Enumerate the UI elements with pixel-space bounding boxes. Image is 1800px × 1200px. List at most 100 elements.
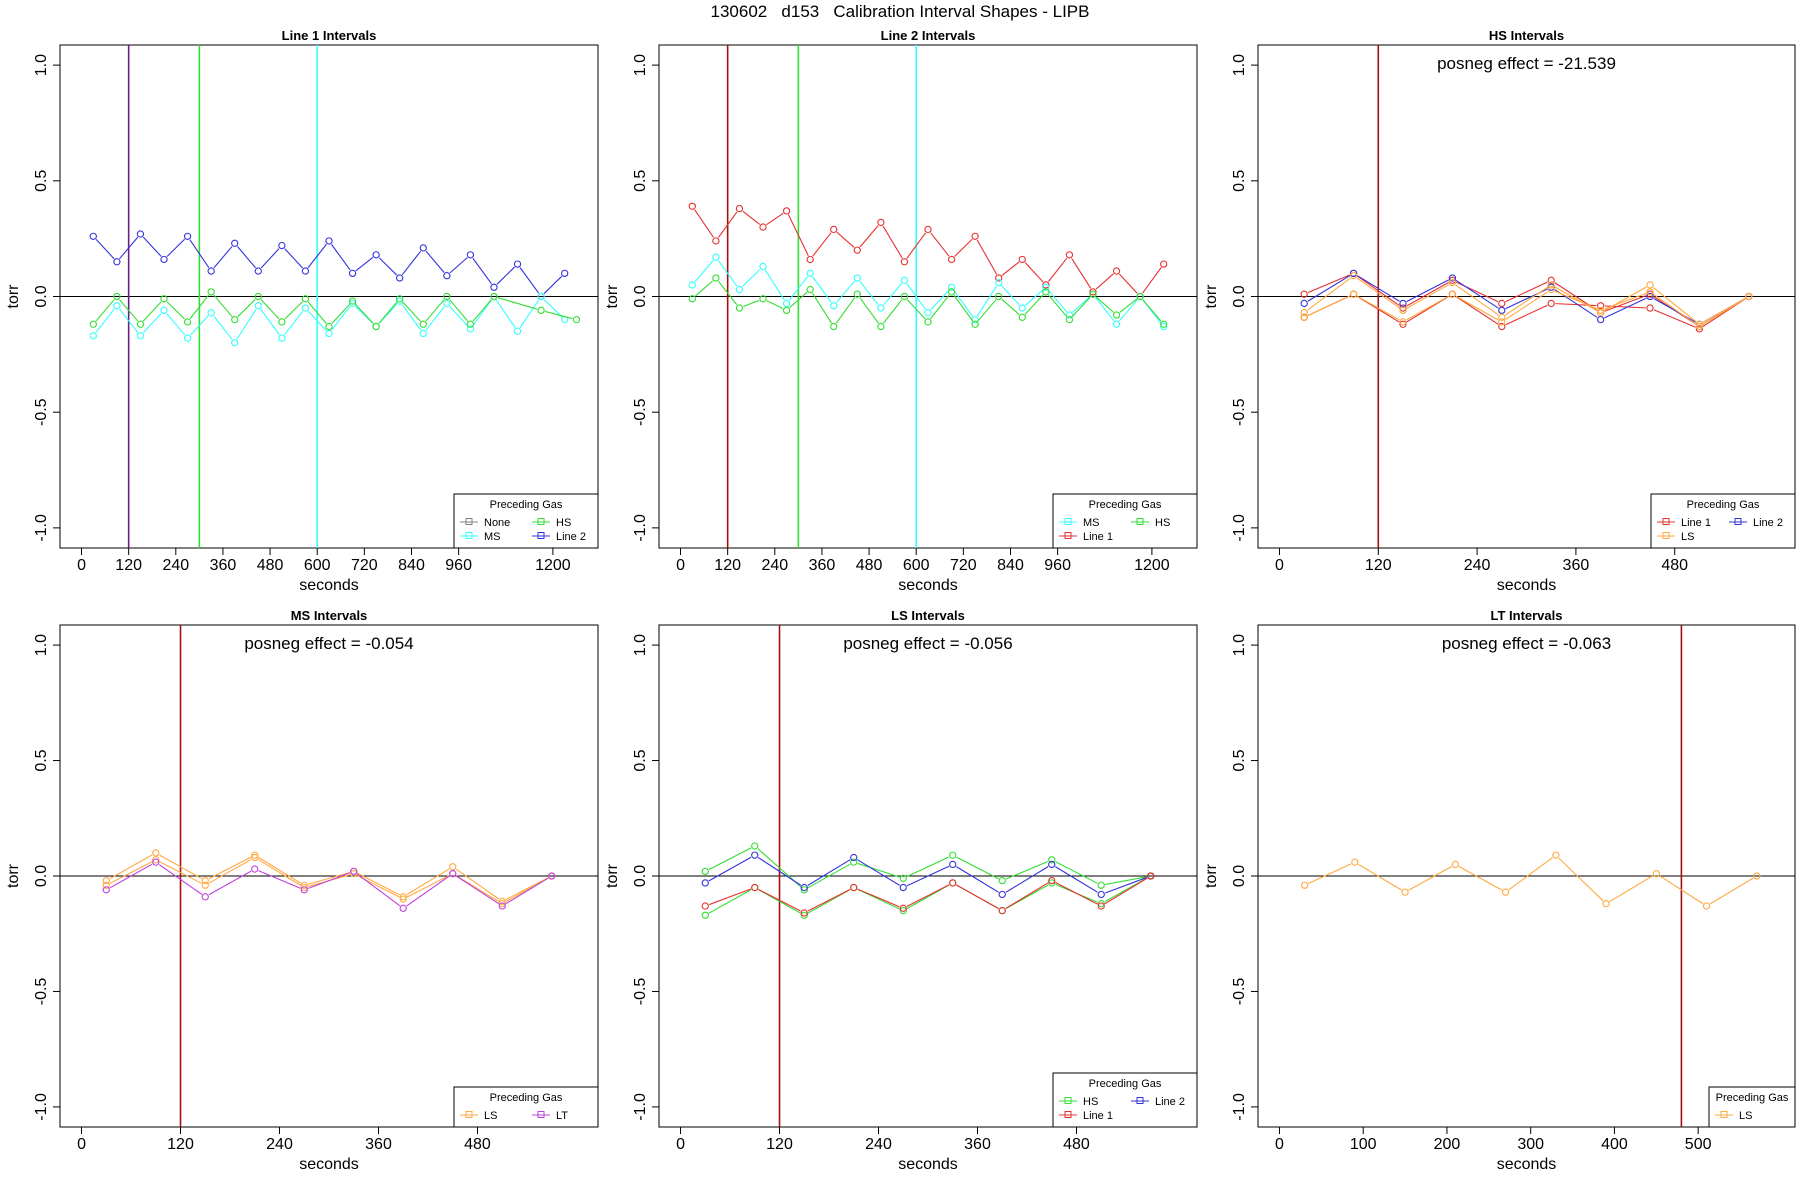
series-segment [378,257,398,276]
data-point [399,895,407,903]
data-point [113,258,121,266]
x-tick-label: 240 [162,557,189,574]
page-title: 130602 d153 Calibration Interval Shapes … [710,2,1090,21]
data-point [899,883,907,892]
series-segment [1505,281,1548,303]
data-point [498,897,506,906]
series-segment [1001,261,1020,276]
data-point [1042,283,1050,291]
series-segment [308,871,350,885]
series-1 [102,849,556,906]
y-tick-label: -0.5 [1231,978,1248,1006]
series-segment [1025,289,1044,306]
legend-swatch-square [1064,532,1072,539]
data-point [971,232,979,240]
data-point [513,327,522,335]
series-segment [356,873,401,907]
series-segment [930,294,950,319]
data-point [372,322,380,331]
series-segment [213,294,233,317]
series-segment [159,861,202,884]
data-point [419,244,427,252]
series-segment [1095,297,1115,322]
chart-panel-1: Line 1 Intervals -1.0 -0.5 0.0 0.5 1.0 torr 0 12… [5,28,599,594]
series-1 [701,842,1155,894]
x-tick-label: 360 [365,1136,392,1153]
data-point [102,881,110,889]
data-point [1448,274,1457,282]
data-point [712,253,720,261]
data-point [1048,856,1056,864]
x-tick-label: 0 [77,557,86,574]
series-segment [119,299,139,322]
legend-label: LT [556,1110,568,1122]
series-segment [1142,267,1162,294]
data-point [498,902,506,910]
data-point [490,283,498,291]
legend: Preceding Gas Line 1 Line 2 LS [1650,493,1796,549]
series-segment [1119,273,1138,294]
legend-swatch-square [1136,1097,1144,1104]
x-tick-label: 120 [1365,557,1392,574]
legend-box [453,493,599,549]
data-point [830,322,838,331]
data-point [800,886,808,894]
data-point [995,278,1003,287]
series-segment [1095,296,1114,313]
series-segment [1406,284,1450,309]
series-segment [95,308,115,333]
series-segment [190,315,209,336]
data-point [998,890,1006,899]
series-4 [701,872,1155,917]
data-point [325,322,333,331]
legend-item: Line 1 [1657,517,1711,529]
x-tick-label: 120 [115,557,142,574]
legend-item: MS [1059,517,1100,529]
series-3 [701,851,1155,899]
legend-item: HS [1131,517,1170,529]
series-segment [1095,273,1114,290]
series-segment [956,856,999,880]
series-segment [1104,877,1148,905]
data-point [466,320,475,328]
data-point [160,255,168,264]
data-point [850,853,858,862]
y-tick-label: 1.0 [33,634,50,656]
data-point [1596,306,1605,315]
legend-title: Preceding Gas [1089,499,1162,511]
x-tick-label: 960 [445,557,472,574]
data-point [1018,255,1026,264]
series-segment [505,877,549,905]
data-point [712,237,720,245]
data-point [1048,876,1056,885]
y-tick-label: -1.0 [33,1093,50,1121]
series-segment [717,211,738,238]
y-tick-label: 0.0 [632,865,649,887]
y-tick-label: 0.5 [33,170,50,192]
series-segment [709,888,752,906]
series-segment [1104,876,1147,894]
data-point [1498,318,1506,326]
legend-label: Line 2 [1753,517,1783,529]
series-segment [954,238,973,257]
y-axis-label: torr [1203,284,1220,309]
series-segment [1358,863,1402,891]
plot-area [659,45,1197,548]
data-point [1596,315,1605,324]
data-point [877,304,885,312]
data-point [201,881,209,889]
y-tick-label: 0.0 [1231,285,1248,307]
data-point [1089,288,1097,296]
data-point [900,292,909,301]
data-point [466,325,475,333]
data-point [688,281,696,289]
data-point [850,883,858,892]
series-segment [757,857,802,886]
x-tick-label: 480 [1661,557,1688,574]
data-point [254,292,262,301]
data-point [1695,322,1704,331]
data-point [443,292,451,301]
data-point [537,292,545,301]
data-point [1048,860,1056,869]
